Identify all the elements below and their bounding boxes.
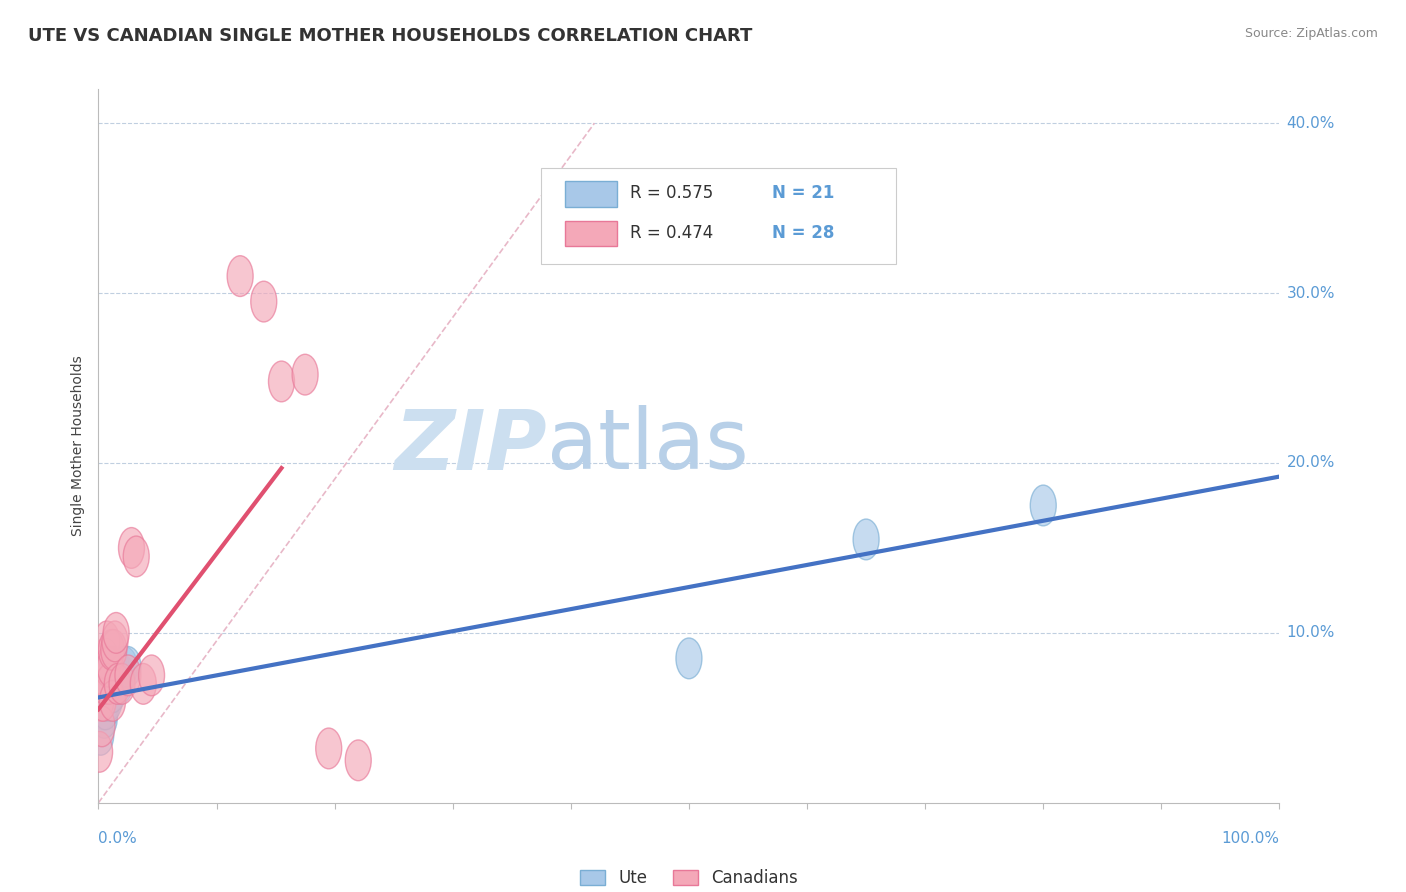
Text: 0.0%: 0.0% [98,831,138,846]
Ellipse shape [93,638,118,679]
Text: R = 0.474: R = 0.474 [630,224,713,242]
Ellipse shape [1031,485,1056,526]
FancyBboxPatch shape [541,168,896,264]
Ellipse shape [115,647,141,687]
Text: atlas: atlas [547,406,749,486]
Ellipse shape [124,536,149,577]
Ellipse shape [104,664,131,705]
Ellipse shape [97,655,124,696]
FancyBboxPatch shape [565,220,617,246]
Ellipse shape [103,621,128,662]
Legend: Ute, Canadians: Ute, Canadians [581,869,797,888]
Ellipse shape [91,698,117,739]
Ellipse shape [250,281,277,322]
Ellipse shape [93,689,118,730]
Ellipse shape [87,714,114,756]
Ellipse shape [98,630,124,670]
Ellipse shape [110,664,135,705]
Ellipse shape [292,354,318,395]
Text: 20.0%: 20.0% [1286,456,1334,470]
Ellipse shape [89,672,115,713]
Ellipse shape [89,706,115,747]
Ellipse shape [346,740,371,780]
Ellipse shape [101,630,127,670]
Ellipse shape [103,647,129,687]
Ellipse shape [87,681,114,722]
Ellipse shape [110,655,135,696]
Text: 30.0%: 30.0% [1286,285,1334,301]
Ellipse shape [94,681,120,722]
Ellipse shape [96,681,122,722]
Ellipse shape [87,731,112,772]
Ellipse shape [94,672,121,713]
Text: 100.0%: 100.0% [1222,831,1279,846]
Ellipse shape [115,655,141,696]
Ellipse shape [118,527,145,568]
Ellipse shape [107,664,132,705]
Ellipse shape [139,655,165,696]
Ellipse shape [228,256,253,296]
Text: N = 21: N = 21 [772,185,834,202]
Ellipse shape [853,519,879,560]
Ellipse shape [94,647,121,687]
Ellipse shape [97,647,124,687]
Text: ZIP: ZIP [395,406,547,486]
Y-axis label: Single Mother Households: Single Mother Households [72,356,86,536]
Text: R = 0.575: R = 0.575 [630,185,713,202]
Ellipse shape [93,655,118,696]
Ellipse shape [316,728,342,769]
Ellipse shape [676,638,702,679]
Ellipse shape [98,672,124,713]
Text: UTE VS CANADIAN SINGLE MOTHER HOUSEHOLDS CORRELATION CHART: UTE VS CANADIAN SINGLE MOTHER HOUSEHOLDS… [28,27,752,45]
Ellipse shape [100,672,125,713]
Text: 10.0%: 10.0% [1286,625,1334,640]
Ellipse shape [101,647,127,687]
Ellipse shape [94,621,120,662]
Text: N = 28: N = 28 [772,224,834,242]
Ellipse shape [96,664,122,705]
Ellipse shape [111,647,138,687]
Ellipse shape [269,361,294,401]
Ellipse shape [90,689,117,730]
Text: 40.0%: 40.0% [1286,116,1334,131]
Text: Source: ZipAtlas.com: Source: ZipAtlas.com [1244,27,1378,40]
Ellipse shape [100,681,125,722]
FancyBboxPatch shape [565,181,617,207]
Ellipse shape [103,613,129,653]
Ellipse shape [131,664,156,705]
Ellipse shape [90,681,117,722]
Ellipse shape [91,664,117,705]
